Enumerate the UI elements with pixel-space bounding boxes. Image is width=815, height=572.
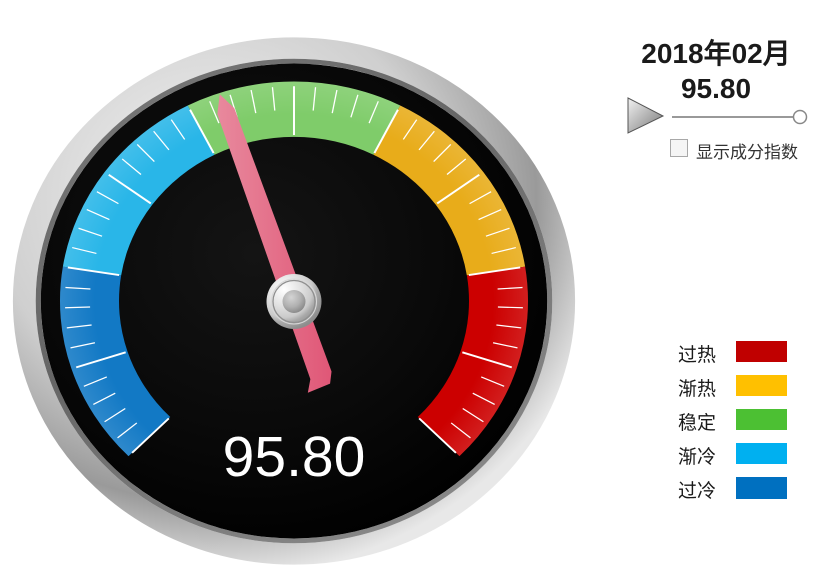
svg-text:95.80: 95.80 [223, 425, 366, 489]
